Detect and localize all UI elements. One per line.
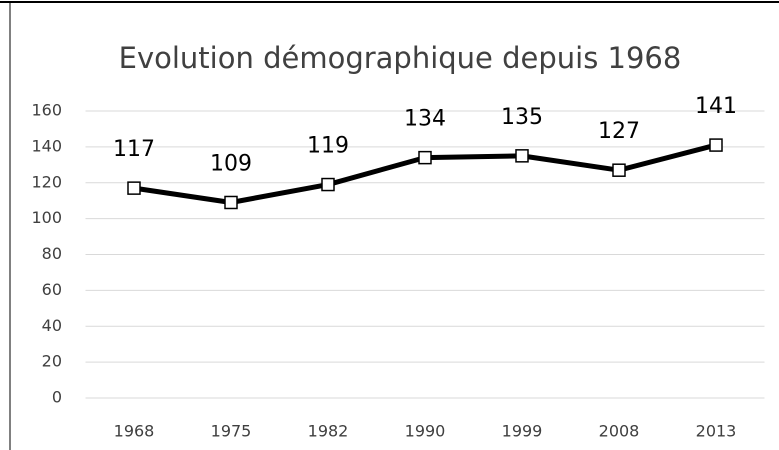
y-tick-label: 20 xyxy=(42,352,62,371)
marker xyxy=(321,177,335,192)
x-tick-label: 1990 xyxy=(405,422,446,441)
marker xyxy=(612,163,626,177)
y-tick-label: 60 xyxy=(42,280,62,299)
marker xyxy=(127,181,141,195)
marker xyxy=(224,195,238,210)
y-tick-label: 120 xyxy=(31,172,62,191)
data-label: 109 xyxy=(210,151,252,176)
data-label: 135 xyxy=(501,105,543,130)
y-tick-label: 160 xyxy=(31,101,62,120)
data-label: 141 xyxy=(695,94,737,119)
chart-title: Evolution démographique depuis 1968 xyxy=(119,41,682,75)
marker xyxy=(515,149,529,163)
x-tick-label: 2008 xyxy=(599,422,640,441)
data-label: 127 xyxy=(598,119,640,144)
marker xyxy=(418,150,432,165)
data-label: 117 xyxy=(113,137,155,162)
x-tick-label: 1982 xyxy=(308,422,349,441)
x-tick-label: 2013 xyxy=(696,422,737,441)
y-tick-label: 140 xyxy=(31,136,62,155)
y-tick-label: 100 xyxy=(31,208,62,227)
x-tick-label: 1968 xyxy=(114,422,155,441)
y-tick-label: 0 xyxy=(52,388,62,407)
marker xyxy=(709,138,723,152)
y-tick-label: 40 xyxy=(42,316,62,335)
data-label: 134 xyxy=(404,107,446,132)
y-tick-label: 80 xyxy=(42,244,62,263)
data-label: 119 xyxy=(307,134,349,159)
x-tick-label: 1999 xyxy=(502,422,543,441)
x-tick-label: 1975 xyxy=(211,422,252,441)
